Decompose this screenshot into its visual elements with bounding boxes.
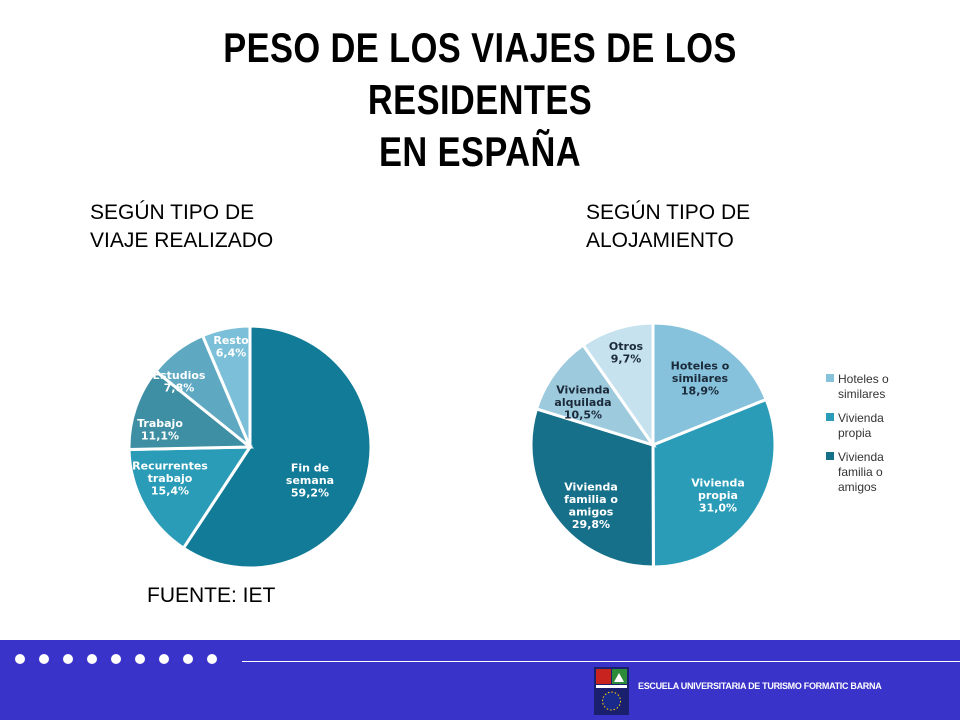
pie-slice-label: Estudios 7,8% [153, 369, 206, 395]
subtitle-trip-type-line-1: SEGÚN TIPO DE [90, 201, 255, 224]
subtitle-accommodation: SEGÚN TIPO DE ALOJAMIENTO [586, 199, 750, 255]
pie-slice-value: 59,2% [291, 487, 329, 500]
title-line-1: PESO DE LOS VIAJES DE LOS RESIDENTES [223, 24, 737, 123]
pie-slice-label-line: amigos [569, 505, 614, 518]
pie-slice [529, 407, 655, 569]
pie-slice-label-line: Vivienda [556, 384, 610, 397]
pie-slice-value: 10,5% [564, 409, 602, 422]
footer-dot [159, 654, 169, 664]
pie-slice [181, 324, 373, 570]
title-line-2: EN ESPAÑA [378, 128, 582, 175]
pie-slice-value: 18,9% [681, 385, 719, 398]
legend-swatch [826, 413, 834, 421]
pie-slice-label-line: Trabajo [137, 417, 183, 430]
pie-slice-label: Vivienda propia 31,0% [691, 477, 745, 515]
pie-slice-value: 31,0% [699, 502, 737, 515]
subtitle-trip-type-line-2: VIAJE REALIZADO [90, 229, 274, 252]
pie-slice-label: Trabajo 11,1% [137, 417, 183, 443]
pie-chart-1: Fin de semana 59,2% Recurrentes trabajo 15,4%… [127, 324, 373, 570]
footer-dot [87, 654, 97, 664]
pie-slice-label-line: propia [698, 489, 738, 502]
pie-slice-value: 9,7% [611, 352, 642, 365]
pie-slice-value: 7,8% [164, 381, 195, 394]
subtitle-accommodation-line-1: SEGÚN TIPO DE [586, 201, 751, 224]
pie-slice-label-line: Resto [213, 334, 249, 347]
pie-slice-label-line: Otros [609, 340, 644, 353]
pie-slice [651, 397, 777, 569]
pie-slice-label: Otros 9,7% [609, 340, 644, 366]
legend-entry-line: amigos [838, 480, 877, 494]
subtitle-accommodation-line-2: ALOJAMIENTO [586, 229, 734, 252]
pie-slice-label-line: similares [672, 372, 729, 385]
footer-dot [63, 654, 73, 664]
pie-slice-label-line: trabajo [148, 472, 193, 485]
pie-slice-label: Vivienda familia o amigos 29,8% [564, 480, 618, 531]
page-title: PESO DE LOS VIAJES DE LOS RESIDENTES EN … [119, 22, 841, 178]
pie-chart-2: Hoteles o similares 18,9%Vivienda propia 31,… [529, 321, 777, 569]
footer-dot [111, 654, 121, 664]
pie-slice-value: 11,1% [141, 429, 179, 442]
legend-entry-line: Hoteles o [838, 372, 889, 386]
legend-entry-label: Vivienda familia o amigos [838, 450, 884, 494]
school-name: ESCUELA UNIVERSITARIA DE TURISMO FORMATI… [638, 681, 882, 691]
legend-entry-label: Hoteles o similares [838, 372, 889, 401]
pie-slice-label: Resto 6,4% [213, 334, 249, 360]
pie-slice-label: Vivienda alquilada 10,5% [554, 384, 611, 422]
pie-slice [534, 342, 657, 448]
pie-slice-label-line: alquilada [554, 396, 611, 409]
legend-entry-line: familia o [838, 465, 883, 479]
legend-entry-line: similares [838, 387, 885, 401]
footer-dot [39, 654, 49, 664]
footer-dot [207, 654, 217, 664]
legend-entry-line: Vivienda [838, 450, 884, 464]
school-logo-icon [594, 667, 629, 715]
pie-slice [581, 321, 655, 450]
charts-canvas: Fin de semana 59,2% Recurrentes trabajo 15,4%… [127, 321, 889, 570]
pie-slice-label: Hoteles o similares 18,9% [671, 360, 730, 398]
pie-slice-label-line: Vivienda [564, 480, 618, 493]
footer-divider [242, 661, 960, 662]
pie-slice-label-line: Recurrentes [132, 460, 208, 473]
pie-slice-label-line: semana [286, 474, 334, 487]
footer-bar [0, 640, 960, 720]
pie-slice [127, 369, 255, 452]
pie-slice-value: 29,8% [572, 518, 610, 531]
legend-swatch [826, 452, 834, 460]
pie-slice-label: Recurrentes trabajo 15,4% [132, 460, 208, 498]
pie-slice-label-line: Vivienda [691, 477, 745, 490]
pie-slice-label-line: familia o [564, 493, 618, 506]
pie-slice-label: Fin de semana 59,2% [286, 462, 334, 500]
pie-slice-value: 6,4% [216, 346, 247, 359]
pie-slice [651, 321, 769, 448]
legend-entry-label: Vivienda propia [838, 411, 884, 440]
pie-slice-label-line: Hoteles o [671, 360, 730, 373]
legend-entry-line: propia [838, 426, 872, 440]
pie-slice [200, 324, 252, 448]
pie-slice-value: 15,4% [151, 485, 189, 498]
footer-dot [15, 654, 25, 664]
pie-slice-label-line: Estudios [153, 369, 206, 382]
pie-slice-label-line: Fin de [291, 462, 329, 475]
legend-entry-line: Vivienda [838, 411, 884, 425]
footer-dot [135, 654, 145, 664]
legend-swatch [826, 374, 834, 382]
pie-slice [127, 445, 253, 551]
source-note: FUENTE: IET [147, 584, 276, 607]
footer-dot [183, 654, 193, 664]
subtitle-trip-type: SEGÚN TIPO DE VIAJE REALIZADO [90, 199, 273, 255]
